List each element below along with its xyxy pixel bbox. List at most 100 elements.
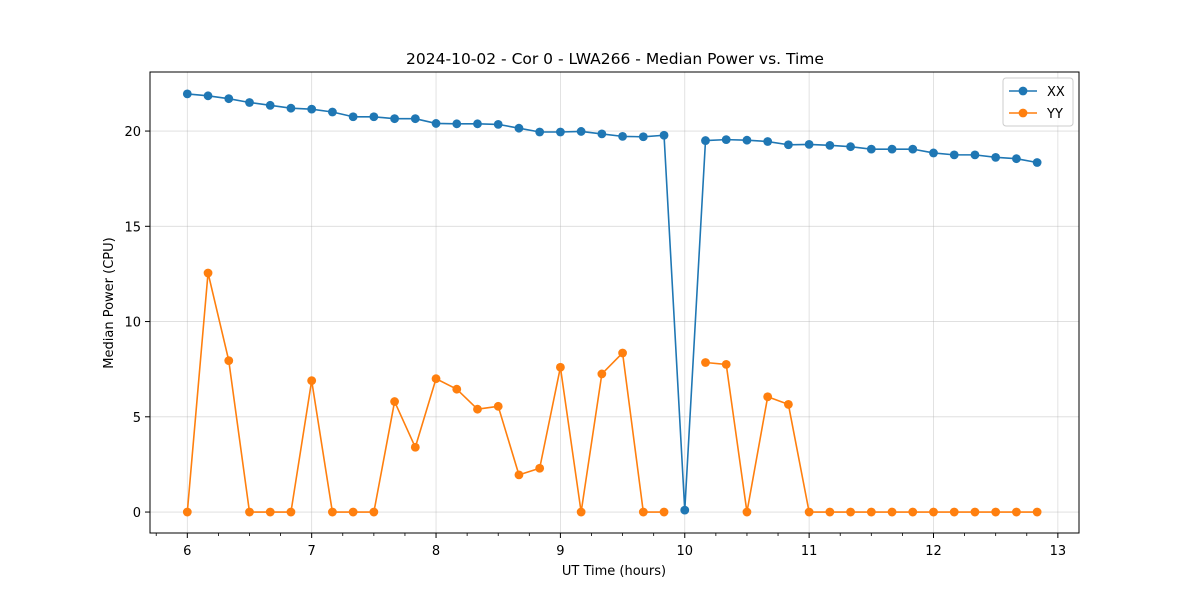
data-point-xx (1012, 154, 1021, 164)
data-point-xx (369, 112, 379, 122)
legend-marker-xx (1018, 86, 1028, 96)
data-point-yy (390, 397, 399, 406)
series-line-xx (187, 93, 1038, 511)
x-tick-label: 6 (183, 544, 191, 559)
data-point-xx (473, 119, 482, 129)
data-point-yy (514, 470, 524, 480)
data-point-yy (576, 507, 586, 517)
data-point-yy (473, 404, 482, 414)
data-point-xx (452, 119, 462, 129)
data-point-xx (949, 150, 959, 160)
data-point-yy (431, 374, 441, 384)
x-tick-label: 13 (1050, 544, 1067, 559)
data-point-xx (328, 107, 337, 117)
data-point-yy (265, 507, 275, 517)
data-point-xx (929, 148, 938, 158)
x-tick-label: 9 (556, 544, 564, 559)
data-point-xx (742, 135, 752, 145)
data-point-yy (618, 348, 627, 358)
data-point-yy (224, 356, 234, 366)
data-point-yy (659, 507, 669, 517)
y-tick-label: 15 (124, 220, 141, 235)
x-tick-label: 12 (925, 544, 942, 559)
data-point-yy (949, 507, 959, 517)
x-tick-label: 8 (432, 544, 440, 559)
data-point-xx (224, 94, 234, 104)
data-point-yy (970, 507, 980, 517)
data-point-xx (203, 91, 213, 101)
data-point-xx (1032, 158, 1042, 167)
legend-marker-yy (1018, 108, 1028, 118)
data-point-yy (783, 400, 793, 409)
data-point-yy (307, 376, 317, 386)
data-point-yy (452, 384, 462, 394)
data-point-yy (597, 369, 607, 379)
y-tick-label: 0 (133, 506, 141, 521)
data-point-xx (390, 114, 399, 124)
data-point-yy (1012, 507, 1021, 517)
data-point-yy (825, 507, 835, 517)
data-point-yy (328, 507, 337, 517)
x-tick-label: 7 (308, 544, 316, 559)
data-point-yy (1032, 507, 1042, 517)
data-point-xx (431, 119, 441, 128)
data-point-yy (721, 360, 731, 369)
data-point-xx (597, 129, 607, 139)
data-point-xx (514, 123, 524, 133)
data-point-xx (991, 152, 1001, 162)
data-point-yy (742, 507, 752, 517)
data-point-xx (804, 139, 814, 149)
x-axis-label: UT Time (hours) (562, 564, 666, 579)
data-point-yy (866, 507, 876, 517)
data-point-xx (535, 127, 545, 137)
y-axis-label: Median Power (CPU) (102, 237, 117, 368)
data-point-xx (493, 119, 503, 129)
data-point-xx (638, 132, 648, 142)
chart-title: 2024-10-02 - Cor 0 - LWA266 - Median Pow… (406, 50, 824, 68)
data-point-yy (763, 392, 773, 402)
plot-frame (149, 71, 1080, 534)
data-point-xx (721, 135, 731, 145)
data-point-xx (410, 114, 420, 124)
data-point-xx (265, 100, 275, 110)
data-point-yy (203, 268, 213, 278)
y-tick-label: 5 (133, 411, 141, 426)
y-tick-label: 20 (124, 125, 141, 140)
y-tick-label: 10 (124, 316, 141, 331)
data-point-yy (908, 507, 918, 517)
data-point-yy (535, 463, 545, 473)
data-point-xx (680, 505, 690, 515)
data-point-xx (763, 137, 773, 146)
legend: XX YY (1002, 77, 1074, 127)
data-point-yy (846, 507, 855, 517)
data-point-xx (866, 144, 876, 154)
data-point-yy (929, 507, 938, 517)
data-point-yy (701, 358, 710, 367)
data-point-xx (556, 127, 565, 137)
data-point-xx (659, 130, 669, 140)
data-point-yy (887, 507, 897, 517)
data-point-xx (286, 103, 296, 113)
data-point-yy (410, 442, 420, 452)
data-point-xx (348, 112, 358, 122)
data-point-xx (618, 131, 627, 141)
data-point-xx (576, 127, 586, 136)
x-tick-label: 10 (676, 544, 693, 559)
data-point-yy (182, 507, 192, 517)
data-point-xx (245, 98, 254, 107)
x-tick-label: 11 (801, 544, 818, 559)
data-point-yy (638, 507, 648, 517)
data-point-yy (286, 507, 296, 517)
series-line-yy (186, 272, 1038, 513)
axes-ticks: 6 7 8 9 10 11 12 13 0 5 10 15 20 (124, 125, 1066, 559)
data-point-yy (245, 507, 254, 517)
data-point-xx (783, 140, 793, 150)
data-point-xx (887, 144, 897, 154)
data-point-yy (348, 507, 358, 517)
data-point-xx (970, 150, 980, 160)
data-point-xx (307, 104, 317, 114)
data-point-xx (846, 142, 855, 152)
data-point-xx (182, 89, 192, 99)
legend-label-yy: YY (1046, 107, 1063, 122)
data-point-xx (701, 136, 710, 145)
